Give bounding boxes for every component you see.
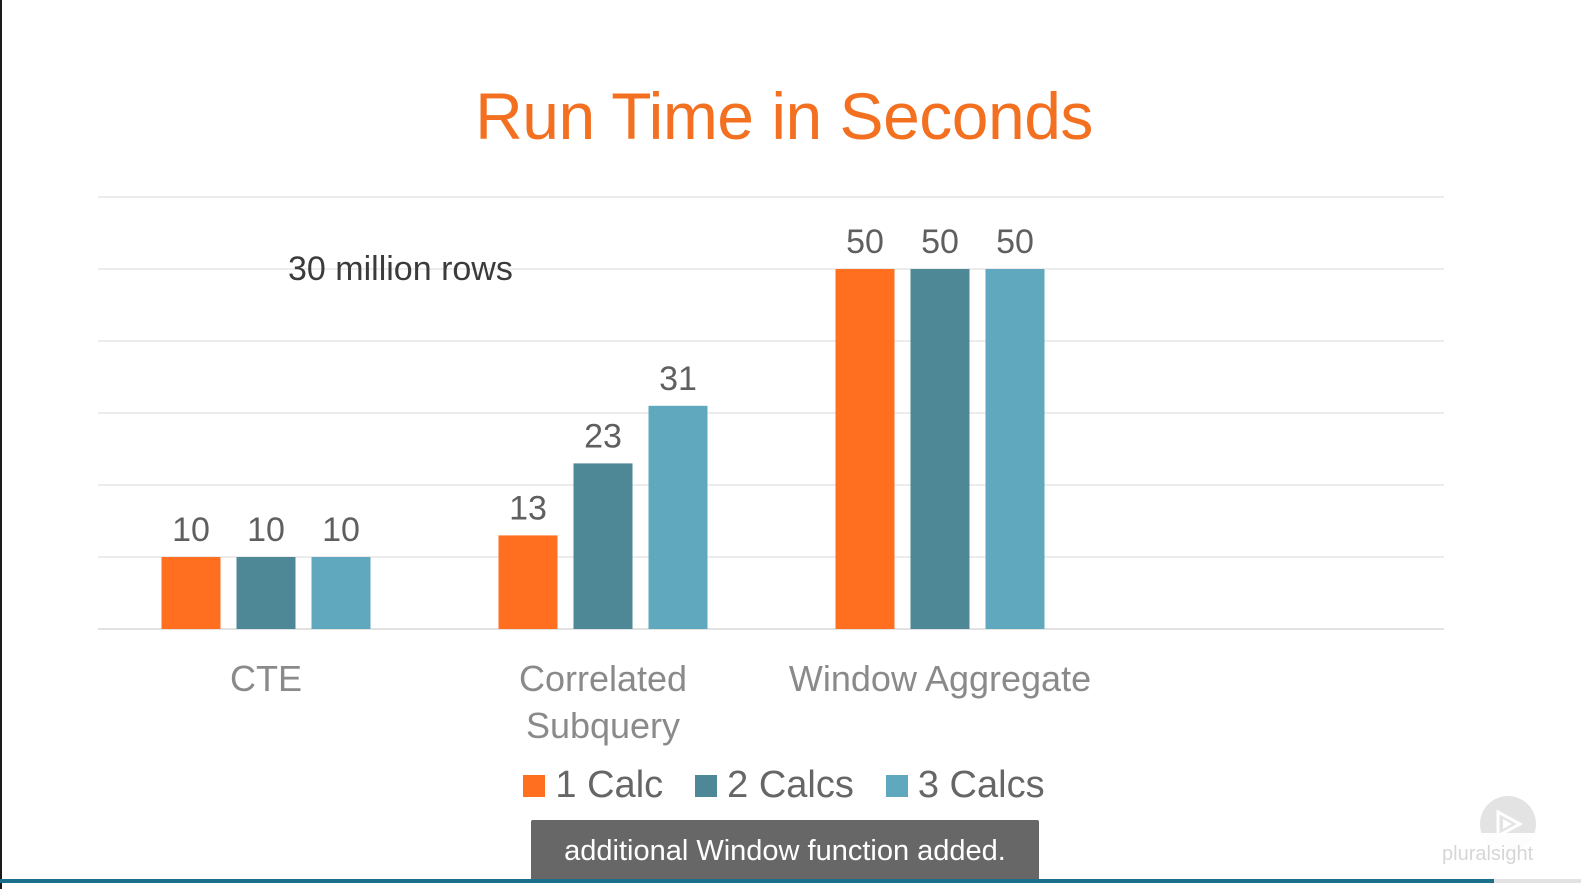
bar [236,557,296,629]
legend-label-2-calcs: 2 Calcs [727,764,854,806]
bar [835,269,895,629]
data-label: 10 [172,511,210,549]
legend-swatch-1-calc [523,774,546,797]
data-labels: 10 10 10 13 23 31 50 50 50 [172,223,1034,549]
video-progress-bar[interactable] [0,879,1581,883]
video-caption: additional Window function added. [531,820,1039,882]
bar [573,463,633,629]
category-label: Subquery [526,705,680,746]
data-label: 23 [584,417,622,455]
data-label: 10 [247,511,285,549]
bar [985,269,1045,629]
category-label: Correlated [519,658,687,699]
data-label: 50 [846,223,884,261]
legend-item-3-calcs: 3 Calcs [885,764,1045,807]
data-label: 50 [996,223,1034,261]
data-label: 31 [659,360,697,398]
data-label: 10 [322,511,360,549]
bar [498,535,558,629]
bar [311,557,371,629]
play-icon [1496,809,1524,839]
pluralsight-watermark: pluralsight [1430,833,1570,879]
video-progress-fill [0,879,1495,883]
bar [648,405,708,629]
category-labels: CTE Correlated Subquery Window Aggregate [230,658,1091,746]
legend-item-1-calc: 1 Calc [523,764,663,807]
watermark-text: pluralsight [1442,843,1534,865]
data-label: 50 [921,223,959,261]
legend-swatch-3-calcs [885,774,908,797]
left-frame-border [0,0,2,889]
legend-swatch-2-calcs [695,774,718,797]
chart-title: Run Time in Seconds [475,79,1093,153]
chart-legend: 1 Calc 2 Calcs 3 Calcs [0,764,1568,807]
data-label: 13 [509,489,547,527]
legend-label-3-calcs: 3 Calcs [917,764,1045,806]
chart-annotation: 30 million rows [288,250,513,288]
legend-label-1-calc: 1 Calc [555,764,664,806]
bar [161,557,221,629]
category-label: CTE [230,658,302,699]
category-label: Window Aggregate [789,658,1091,699]
bars [161,269,1045,629]
bar [910,269,970,629]
legend-item-2-calcs: 2 Calcs [695,764,854,807]
